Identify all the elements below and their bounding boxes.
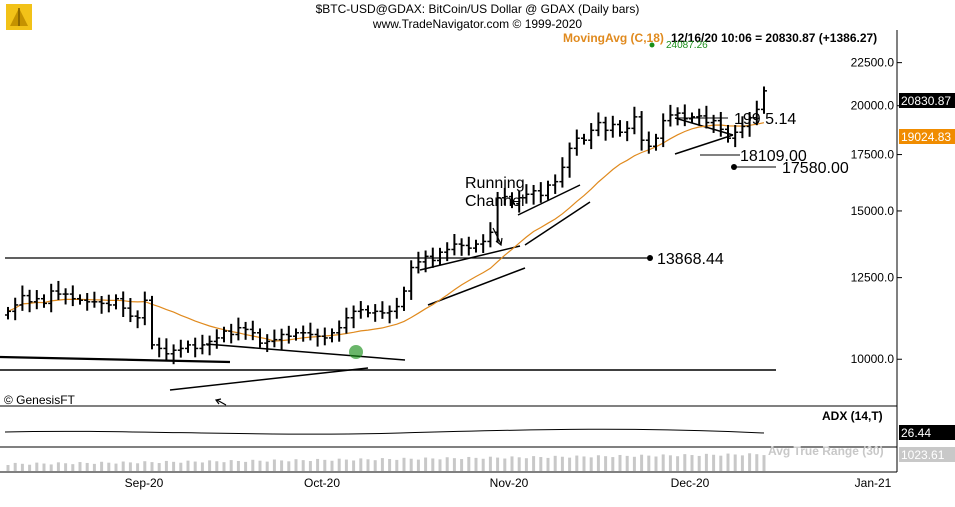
running-label-line1: Running bbox=[465, 175, 525, 192]
genesis-watermark: © GenesisFT bbox=[4, 393, 76, 407]
triangle-lower-line bbox=[169, 367, 369, 391]
channel-lower-line bbox=[427, 267, 526, 306]
level-label-13868: 13868.44 bbox=[657, 251, 724, 268]
triangle-arrow-head bbox=[214, 398, 222, 405]
quote-legend: 12/16/20 10:06 = 20830.87 (+1386.27) bbox=[671, 31, 877, 45]
level-label-17580: 17580.00 bbox=[782, 160, 849, 177]
running-label-line2: Channel bbox=[465, 193, 525, 210]
level-label-18109: 18109.00 bbox=[740, 148, 807, 165]
x-tick-label: Oct-20 bbox=[304, 476, 340, 490]
y-tick-label: 17500.0 bbox=[851, 148, 895, 162]
last-price-tag bbox=[899, 93, 955, 108]
x-tick-label: Dec-20 bbox=[671, 476, 710, 490]
channel-upper-line bbox=[419, 245, 521, 271]
x-tick-label: Nov-20 bbox=[490, 476, 529, 490]
last-price-value: 20830.87 bbox=[901, 94, 951, 108]
level-dot-17580 bbox=[731, 164, 737, 170]
atr-histogram bbox=[6, 453, 766, 471]
atr-value: 1023.61 bbox=[901, 448, 945, 462]
triangle-upper-line bbox=[205, 343, 406, 361]
y-tick-label: 12500.0 bbox=[851, 271, 895, 285]
atr-value-tag bbox=[899, 447, 955, 462]
atr-label: Avg True Range (30) bbox=[768, 444, 884, 458]
channel2-upper-line bbox=[517, 184, 581, 216]
ma-peak-value: 24087.26 bbox=[666, 40, 708, 51]
level-label-19995: 199 5.14 bbox=[734, 111, 796, 128]
ma-price-value: 19024.83 bbox=[901, 130, 951, 144]
channel-arrow bbox=[492, 227, 502, 245]
adx-value-tag bbox=[899, 425, 955, 440]
channel2-lower-line bbox=[524, 201, 591, 246]
x-tick-label: Jan-21 bbox=[855, 476, 892, 490]
channel-arrow-head bbox=[495, 237, 503, 247]
adx-line bbox=[4, 428, 765, 435]
dec-triangle-lower bbox=[674, 134, 734, 155]
ma-legend: MovingAvg (C,18) bbox=[563, 31, 664, 45]
y-tick-label: 20000.0 bbox=[851, 99, 895, 113]
x-tick-label: Sep-20 bbox=[125, 476, 164, 490]
triangle-arrow bbox=[216, 399, 227, 406]
ma-peak-dot bbox=[649, 42, 655, 48]
neckline bbox=[0, 355, 231, 364]
y-tick-label: 10000.0 bbox=[851, 352, 895, 366]
adx-value: 26.44 bbox=[901, 426, 931, 440]
adx-label: ADX (14,T) bbox=[822, 409, 883, 423]
chart-title: $BTC-USD@GDAX: BitCoin/US Dollar @ GDAX … bbox=[315, 2, 640, 16]
y-tick-label: 15000.0 bbox=[851, 204, 895, 218]
ohlc-bars bbox=[5, 86, 767, 365]
y-tick-label: 22500.0 bbox=[851, 56, 895, 70]
navigator-logo-icon bbox=[6, 4, 32, 30]
moving-average-line bbox=[7, 122, 765, 342]
breakout-marker bbox=[349, 345, 363, 359]
chart-subtitle: www.TradeNavigator.com © 1999-2020 bbox=[372, 17, 583, 31]
level-dot-13868 bbox=[647, 255, 653, 261]
ma-price-tag bbox=[899, 129, 955, 144]
